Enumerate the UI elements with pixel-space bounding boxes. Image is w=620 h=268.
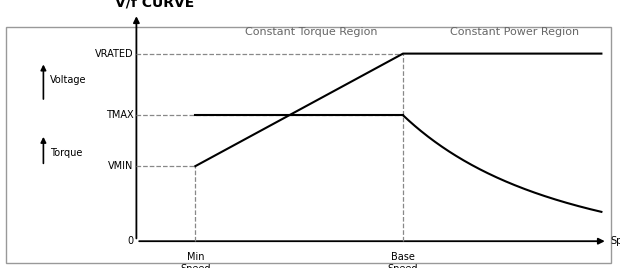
Text: Speed: Speed: [611, 236, 620, 246]
Text: 0: 0: [127, 236, 133, 246]
Text: TMAX: TMAX: [105, 110, 133, 120]
Text: Min
Speed: Min Speed: [180, 252, 211, 268]
Text: V/f CURVE: V/f CURVE: [115, 0, 195, 9]
Text: VMIN: VMIN: [108, 161, 133, 171]
Text: Constant Torque Region: Constant Torque Region: [246, 27, 378, 37]
Text: Constant Power Region: Constant Power Region: [450, 27, 579, 37]
Text: Base
Speed: Base Speed: [388, 252, 418, 268]
Bar: [6, 27, 611, 263]
Text: VRATED: VRATED: [95, 49, 133, 59]
Text: Voltage: Voltage: [50, 75, 86, 85]
Text: Torque: Torque: [50, 148, 82, 158]
